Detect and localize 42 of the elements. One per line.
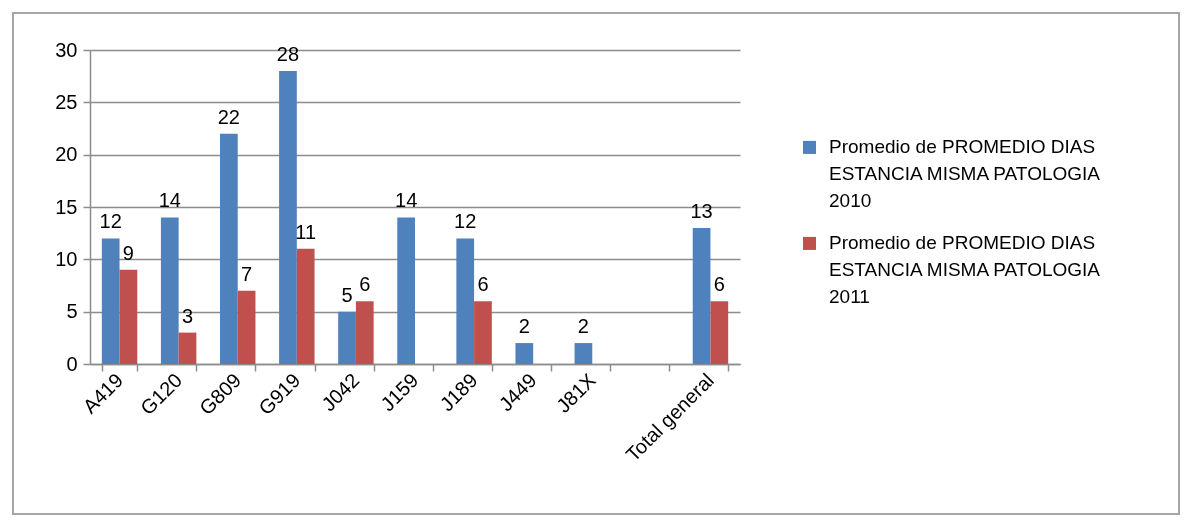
legend-label: Promedio de PROMEDIO DIAS ESTANCIA MISMA PATOLOGIA 2010 (829, 136, 1101, 212)
bar (160, 217, 179, 364)
y-tick-label: 25 (55, 90, 78, 113)
data-label: 14 (395, 189, 418, 212)
data-label: 9 (122, 241, 134, 264)
bar (338, 311, 356, 364)
bar (220, 133, 238, 364)
y-tick-label: 20 (55, 143, 78, 166)
data-label: 12 (454, 210, 477, 233)
data-label: 2 (577, 315, 589, 338)
data-label: 6 (477, 273, 489, 296)
y-tick-label: 15 (55, 195, 78, 218)
bar (456, 238, 475, 364)
bar (296, 248, 315, 364)
bar (574, 343, 593, 364)
data-label: 6 (713, 273, 725, 296)
y-tick-label: 0 (66, 352, 78, 375)
data-label: 7 (241, 262, 253, 285)
bar (397, 217, 415, 364)
y-tick-label: 10 (55, 247, 78, 270)
data-label: 12 (99, 210, 122, 233)
data-label: 2 (518, 315, 530, 338)
bar (710, 301, 729, 364)
bar (237, 290, 256, 364)
bar (279, 70, 297, 364)
bar (515, 343, 534, 364)
bar (355, 301, 374, 364)
bar (101, 238, 120, 364)
y-tick-label: 30 (55, 38, 78, 61)
legend-label: Promedio de PROMEDIO DIAS ESTANCIA MISMA PATOLOGIA 2011 (829, 232, 1101, 308)
bar (119, 269, 138, 364)
bar (178, 332, 197, 364)
data-label: 3 (181, 304, 194, 327)
y-tick-label: 5 (66, 300, 78, 323)
data-label: 6 (359, 273, 371, 296)
data-label: 14 (158, 189, 181, 212)
data-label: 22 (217, 105, 240, 128)
data-label: 5 (341, 283, 353, 306)
bar (474, 301, 492, 364)
data-label: 28 (276, 42, 300, 65)
data-label: 13 (690, 199, 713, 222)
bar (692, 227, 711, 364)
